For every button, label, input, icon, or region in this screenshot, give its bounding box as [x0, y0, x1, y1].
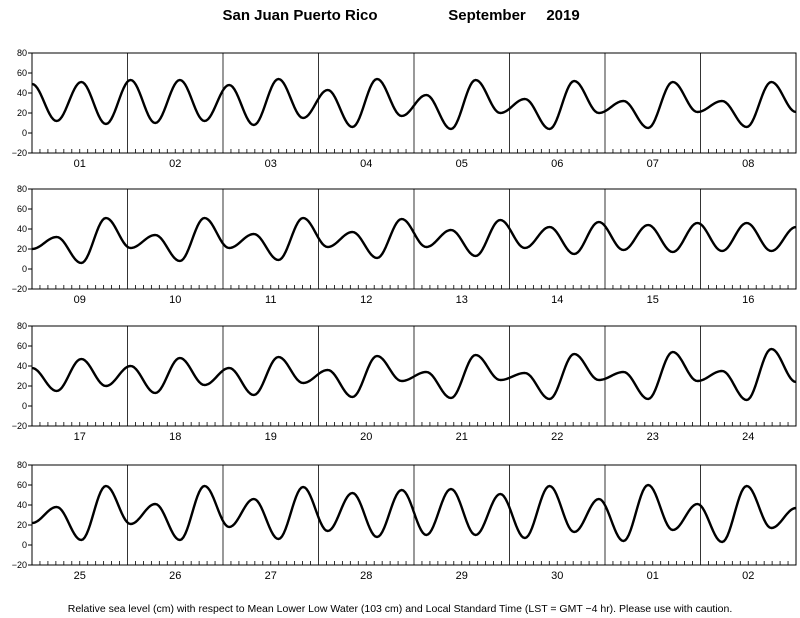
day-label: 16	[742, 294, 754, 306]
y-tick-label: 60	[17, 68, 27, 78]
day-label: 19	[265, 431, 277, 443]
day-label: 18	[169, 431, 181, 443]
y-tick-label: −20	[12, 148, 27, 158]
day-label: 03	[265, 158, 277, 170]
y-tick-label: 0	[22, 401, 27, 411]
y-tick-label: 80	[17, 460, 27, 470]
day-label: 17	[74, 431, 86, 443]
chart-title-month: September	[448, 7, 526, 24]
day-label: 13	[456, 294, 468, 306]
day-label: 05	[456, 158, 468, 170]
tide-series-line	[31, 77, 797, 131]
chart-title-year: 2019	[546, 7, 579, 24]
y-tick-label: 20	[17, 244, 27, 254]
y-tick-label: 20	[17, 381, 27, 391]
chart-footer-note: Relative sea level (cm) with respect to …	[68, 603, 733, 615]
day-label: 01	[647, 570, 659, 582]
day-label: 30	[551, 570, 563, 582]
y-tick-label: 60	[17, 204, 27, 214]
y-tick-label: 40	[17, 88, 27, 98]
tide-series-line	[31, 216, 797, 265]
y-tick-label: 80	[17, 48, 27, 58]
day-label: 14	[551, 294, 563, 306]
day-label: 02	[169, 158, 181, 170]
panel-4: 80 60 40 20 0 −20 25 26 27 28 29 30 01 02	[12, 460, 797, 582]
y-tick-label: 0	[22, 264, 27, 274]
day-label: 29	[456, 570, 468, 582]
day-label: 28	[360, 570, 372, 582]
y-tick-label: 20	[17, 520, 27, 530]
day-label: 15	[647, 294, 659, 306]
day-label: 11	[265, 294, 276, 306]
y-tick-label: −20	[12, 421, 27, 431]
panel-2: 80 60 40 20 0 −20 09 10 11 12 13 14 15 16	[12, 184, 797, 306]
day-label: 09	[74, 294, 86, 306]
panel-3: 80 60 40 20 0 −20 17 18 19 20 21 22 23 24	[12, 321, 797, 443]
day-label: 10	[169, 294, 181, 306]
chart-panels: 80 60 40 20 0 −20 01 02 03 04 05 06 07 08 80 60 40 20 0 −20…	[12, 48, 797, 582]
tide-series-line	[31, 347, 797, 402]
y-tick-label: 40	[17, 500, 27, 510]
day-label: 21	[456, 431, 468, 443]
panel-1: 80 60 40 20 0 −20 01 02 03 04 05 06 07 08	[12, 48, 797, 170]
y-tick-label: −20	[12, 560, 27, 570]
y-tick-label: 40	[17, 224, 27, 234]
y-tick-label: 0	[22, 540, 27, 550]
y-tick-label: −20	[12, 284, 27, 294]
day-label: 12	[360, 294, 372, 306]
day-label: 24	[742, 431, 754, 443]
tide-series-line	[31, 483, 797, 544]
y-tick-label: 60	[17, 341, 27, 351]
day-label: 26	[169, 570, 181, 582]
chart-title-location: San Juan Puerto Rico	[222, 7, 377, 24]
y-tick-label: 60	[17, 480, 27, 490]
day-label: 23	[647, 431, 659, 443]
day-label: 02	[742, 570, 754, 582]
day-label: 20	[360, 431, 372, 443]
day-label: 07	[647, 158, 659, 170]
day-label: 01	[74, 158, 86, 170]
y-tick-label: 80	[17, 184, 27, 194]
y-tick-label: 0	[22, 128, 27, 138]
y-tick-label: 40	[17, 361, 27, 371]
day-label: 27	[265, 570, 277, 582]
day-label: 25	[74, 570, 86, 582]
day-label: 08	[742, 158, 754, 170]
y-tick-label: 20	[17, 108, 27, 118]
day-label: 04	[360, 158, 372, 170]
day-label: 22	[551, 431, 563, 443]
day-label: 06	[551, 158, 563, 170]
y-tick-label: 80	[17, 321, 27, 331]
